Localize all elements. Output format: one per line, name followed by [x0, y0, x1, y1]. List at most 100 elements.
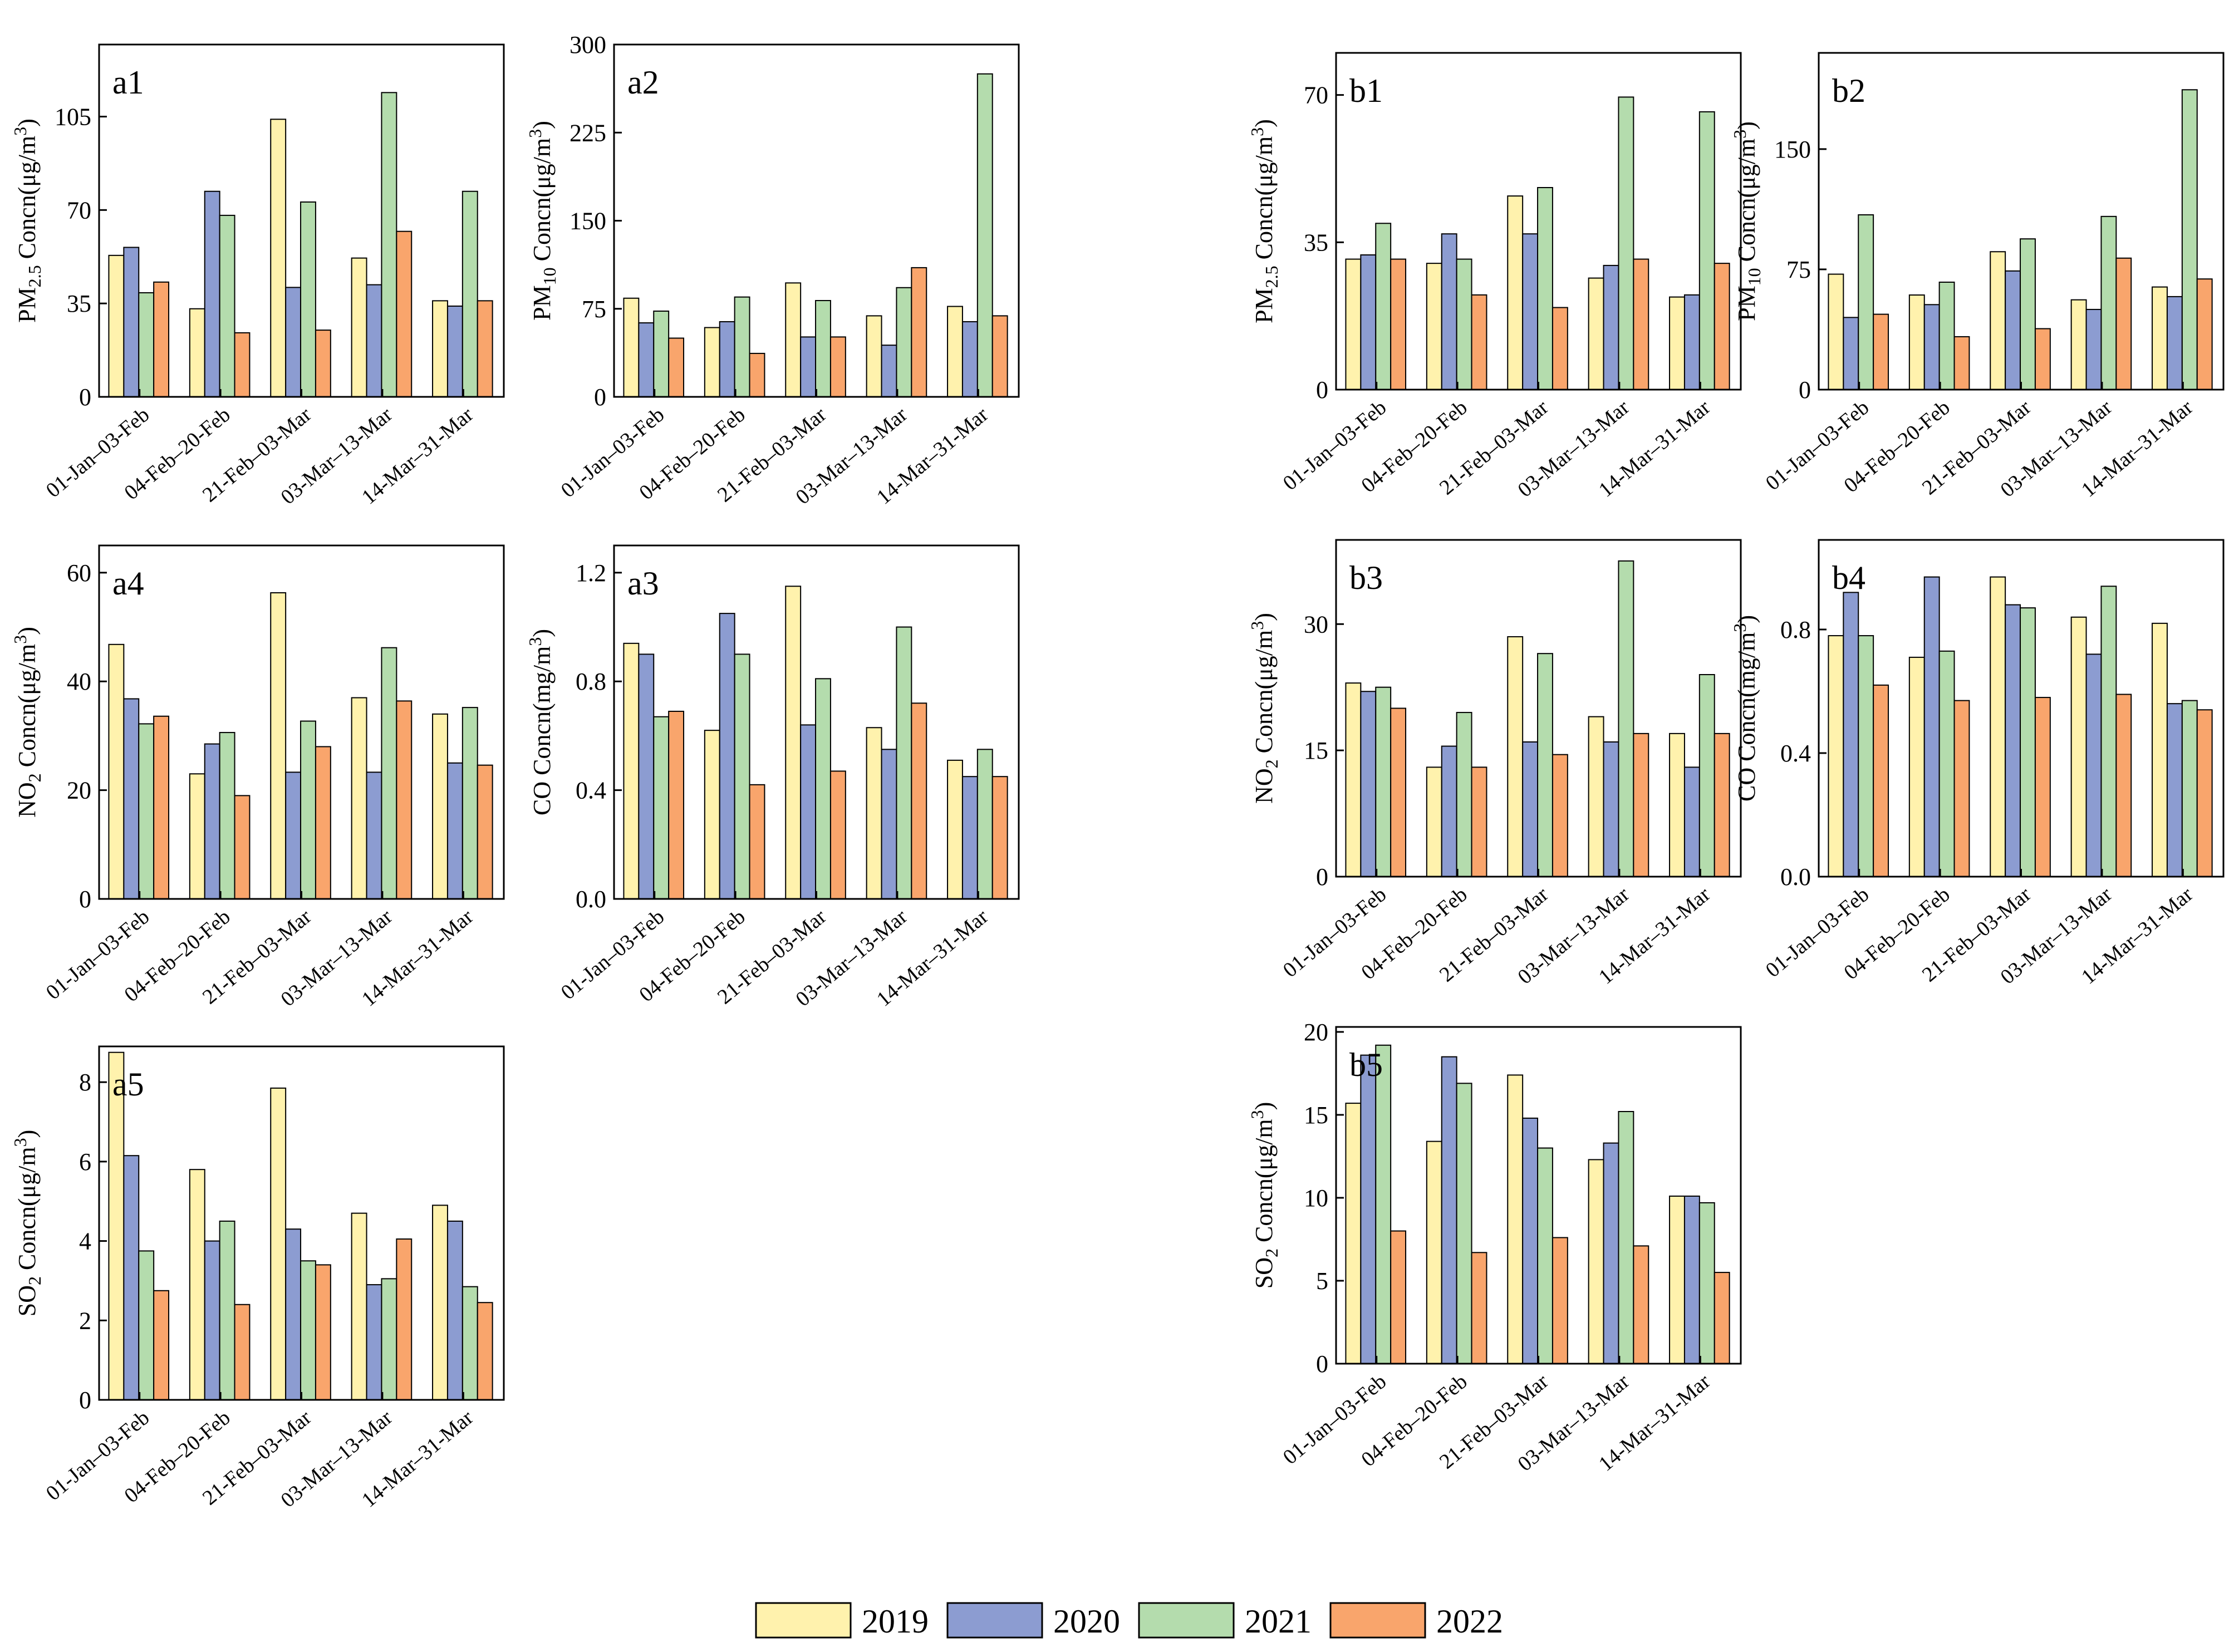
bar-b1-2019-4: [1588, 277, 1604, 390]
chart-a1: 0357010501-Jan–03-Feb04-Feb–20-Feb21-Feb…: [10, 43, 505, 509]
y-tick-label-a5-1: 2: [79, 1307, 91, 1334]
y-tick-label-a1-0: 0: [79, 384, 91, 411]
bar-b4-2021-3: [2020, 607, 2036, 878]
y-tick-label-b5-4: 20: [1304, 1019, 1328, 1046]
y-tick-label-a1-2: 70: [67, 196, 91, 224]
panel-label-a3: a3: [627, 565, 659, 602]
y-axis-label-a4: NO2 Concn(μg/m3): [10, 627, 45, 818]
bar-a3-2020-1: [638, 653, 655, 900]
bar-b1-2021-1: [1375, 223, 1392, 390]
bar-a4-2020-5: [446, 762, 463, 900]
bar-b1-2022-4: [1633, 258, 1649, 390]
y-axis-label-a1: PM2.5 Concn(μg/m3): [10, 119, 45, 323]
bar-a5-2022-4: [396, 1238, 413, 1400]
bar-a4-2021-5: [461, 707, 478, 899]
panel-label-a1: a1: [112, 64, 144, 101]
bar-b5-2021-1: [1375, 1044, 1392, 1364]
bar-b3-2022-1: [1390, 707, 1407, 877]
bar-b2-2021-5: [2181, 89, 2198, 390]
bar-a5-2021-4: [381, 1278, 397, 1401]
bar-a5-2021-5: [461, 1286, 478, 1400]
y-tick-label-a5-3: 6: [79, 1148, 91, 1176]
y-tick-label-b1-0: 0: [1316, 376, 1328, 404]
bar-b5-2020-3: [1522, 1117, 1539, 1364]
y-tick-label-a4-3: 60: [67, 559, 91, 587]
chart-b1: 0357001-Jan–03-Feb04-Feb–20-Feb21-Feb–03…: [1247, 52, 1742, 502]
bar-b1-2019-1: [1345, 258, 1362, 390]
y-tick-label-b2-2: 150: [1774, 136, 1811, 163]
y-tick-label-b4-0: 0.0: [1780, 863, 1811, 891]
y-tick-label-b1-2: 70: [1304, 82, 1328, 109]
chart-b4: 0.00.40.801-Jan–03-Feb04-Feb–20-Feb21-Fe…: [1730, 539, 2225, 989]
bar-a1-2021-4: [381, 92, 397, 397]
bar-a4-2022-1: [153, 715, 170, 900]
bar-b3-2019-1: [1345, 682, 1362, 877]
y-tick-label-b3-2: 30: [1304, 611, 1328, 638]
bar-a4-2019-3: [270, 592, 287, 899]
bar-b2-2019-3: [1990, 251, 2006, 390]
bar-b1-2021-5: [1698, 111, 1715, 390]
bar-b1-2020-4: [1603, 264, 1619, 390]
bar-a2-2019-1: [623, 297, 640, 398]
y-tick-label-a5-2: 4: [79, 1228, 91, 1255]
bar-b4-2020-4: [2085, 653, 2102, 877]
bar-b2-2019-5: [2152, 286, 2168, 390]
bar-b1-2021-3: [1537, 187, 1553, 390]
bar-b5-2022-2: [1471, 1252, 1487, 1365]
bar-a1-2022-2: [234, 332, 251, 398]
bar-b2-2022-3: [2034, 328, 2051, 390]
bar-b3-2020-3: [1522, 741, 1539, 877]
y-tick-label-b2-0: 0: [1799, 376, 1811, 404]
bar-a4-2019-1: [108, 643, 125, 900]
bar-a3-2022-3: [829, 770, 846, 900]
bar-b1-2020-3: [1522, 233, 1539, 390]
y-tick-label-b4-1: 0.4: [1780, 740, 1811, 767]
bar-b2-2019-2: [1908, 294, 1925, 390]
bar-a1-2019-1: [108, 254, 125, 397]
legend-swatch-2020: [946, 1602, 1043, 1639]
bar-a5-2022-5: [477, 1302, 493, 1400]
bar-a1-2020-1: [123, 247, 140, 397]
bar-a4-2020-2: [204, 743, 220, 899]
bar-a2-2021-2: [734, 296, 750, 398]
chart-a4: 020406001-Jan–03-Feb04-Feb–20-Feb21-Feb–…: [10, 544, 505, 1011]
bar-a5-2020-1: [123, 1155, 140, 1400]
bar-a1-2021-3: [300, 201, 316, 397]
bar-a1-2020-4: [366, 284, 382, 397]
bar-b1-2019-3: [1507, 195, 1524, 390]
bar-b5-2020-4: [1603, 1142, 1619, 1364]
bar-a2-2021-4: [896, 287, 912, 398]
bar-a2-2021-5: [976, 73, 993, 397]
bar-b2-2021-4: [2100, 215, 2117, 390]
bar-a4-2022-3: [315, 746, 331, 899]
legend: 2019 2020 2021 2022: [755, 1602, 1503, 1640]
bar-a4-2021-2: [219, 732, 235, 899]
bar-b2-2020-3: [2005, 270, 2021, 390]
y-tick-label-b5-2: 10: [1304, 1184, 1328, 1212]
bar-b2-2020-1: [1843, 317, 1859, 390]
y-axis-label-a5: SO2 Concn(μg/m3): [10, 1130, 45, 1316]
bar-a2-2020-2: [719, 321, 735, 398]
bar-a2-2021-1: [653, 310, 670, 397]
bar-a3-2021-3: [815, 678, 831, 900]
bar-b3-2021-5: [1698, 674, 1715, 877]
bar-a5-2022-3: [315, 1264, 331, 1401]
bar-b1-2021-4: [1618, 96, 1634, 390]
bar-a1-2019-3: [270, 119, 287, 397]
bar-a3-2021-5: [976, 749, 993, 900]
y-tick-label-a4-0: 0: [79, 886, 91, 913]
y-tick-label-a2-2: 150: [569, 208, 606, 235]
bar-a2-2022-3: [829, 336, 846, 398]
bar-a2-2020-3: [800, 336, 817, 398]
bar-b1-2020-2: [1441, 233, 1457, 390]
bar-a3-2019-5: [947, 759, 963, 900]
bar-a2-2019-3: [785, 282, 802, 397]
bar-b1-2022-2: [1471, 294, 1487, 390]
bar-a2-2020-1: [638, 322, 655, 397]
y-tick-label-a2-3: 225: [569, 119, 606, 146]
bar-b5-2019-4: [1588, 1159, 1604, 1364]
bar-b4-2019-3: [1990, 576, 2006, 877]
bar-a4-2021-1: [138, 723, 155, 900]
bar-b2-2020-2: [1923, 304, 1940, 390]
bar-a4-2020-4: [366, 771, 382, 900]
